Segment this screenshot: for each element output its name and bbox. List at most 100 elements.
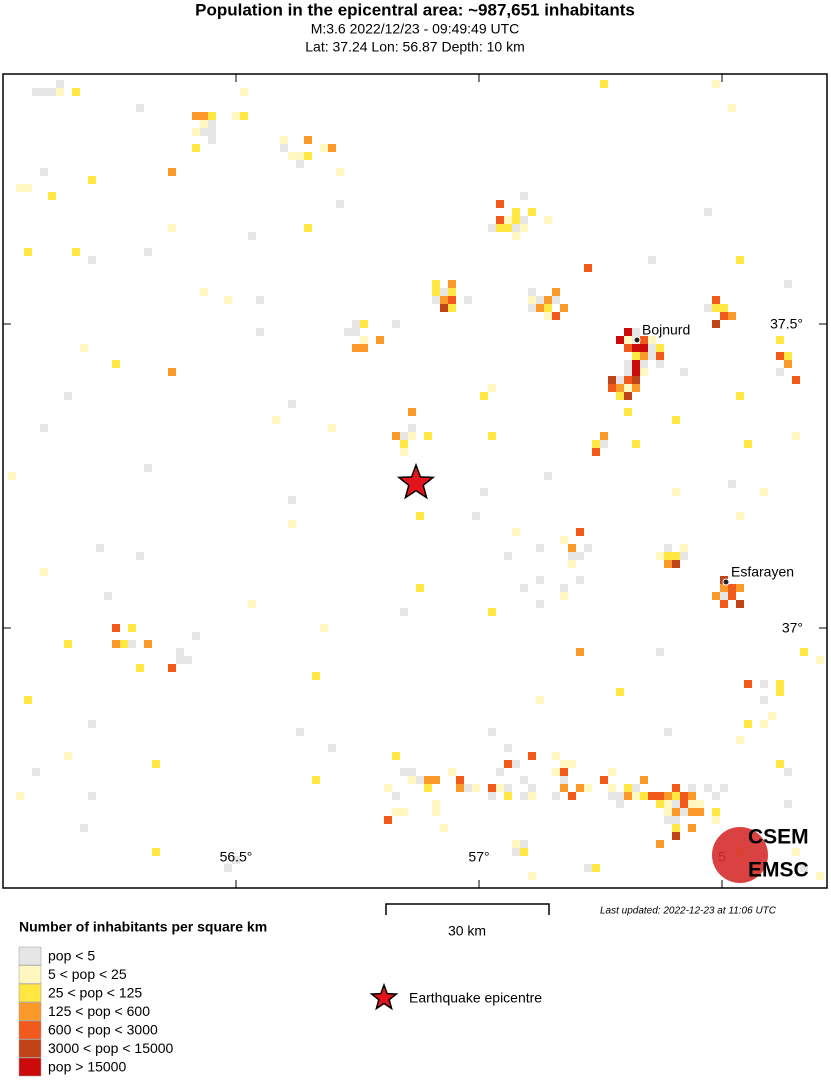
pop-cell bbox=[80, 344, 88, 352]
pop-cell bbox=[512, 224, 520, 232]
pop-cell bbox=[440, 296, 448, 304]
pop-cell bbox=[432, 800, 440, 808]
pop-cell bbox=[600, 440, 608, 448]
pop-cell bbox=[576, 552, 584, 560]
pop-cell bbox=[664, 808, 672, 816]
pop-cell bbox=[496, 200, 504, 208]
pop-cell bbox=[352, 320, 360, 328]
legend-swatch bbox=[18, 1039, 42, 1058]
pop-cell bbox=[784, 800, 792, 808]
pop-cell bbox=[504, 784, 512, 792]
pop-cell bbox=[40, 168, 48, 176]
pop-cell bbox=[744, 720, 752, 728]
pop-cell bbox=[144, 640, 152, 648]
pop-cell bbox=[728, 592, 736, 600]
pop-cell bbox=[320, 144, 328, 152]
pop-cell bbox=[528, 304, 536, 312]
pop-cell bbox=[80, 824, 88, 832]
pop-cell bbox=[328, 144, 336, 152]
pop-cell bbox=[568, 560, 576, 568]
pop-cell bbox=[416, 512, 424, 520]
pop-cell bbox=[576, 648, 584, 656]
scale-bar bbox=[385, 903, 550, 915]
pop-cell bbox=[448, 768, 456, 776]
pop-cell bbox=[576, 528, 584, 536]
pop-cell bbox=[40, 88, 48, 96]
pop-cell bbox=[776, 688, 784, 696]
pop-cell bbox=[168, 368, 176, 376]
legend-title: Number of inhabitants per square km bbox=[19, 919, 267, 935]
pop-cell bbox=[200, 120, 208, 128]
pop-cell bbox=[544, 296, 552, 304]
pop-cell bbox=[464, 296, 472, 304]
pop-cell bbox=[640, 352, 648, 360]
legend-label: 3000 < pop < 15000 bbox=[48, 1040, 174, 1056]
pop-cell bbox=[656, 792, 664, 800]
pop-cell bbox=[720, 304, 728, 312]
pop-cell bbox=[504, 224, 512, 232]
pop-cell bbox=[400, 440, 408, 448]
pop-cell bbox=[776, 352, 784, 360]
pop-cell bbox=[680, 792, 688, 800]
pop-cell bbox=[672, 488, 680, 496]
pop-cell bbox=[760, 488, 768, 496]
pop-cell bbox=[488, 608, 496, 616]
pop-cell bbox=[616, 800, 624, 808]
pop-cell bbox=[560, 784, 568, 792]
pop-cell bbox=[672, 800, 680, 808]
pop-cell bbox=[552, 792, 560, 800]
pop-cell bbox=[456, 776, 464, 784]
pop-cell bbox=[632, 368, 640, 376]
pop-cell bbox=[784, 768, 792, 776]
pop-cell bbox=[480, 488, 488, 496]
pop-cell bbox=[648, 256, 656, 264]
pop-cell bbox=[144, 248, 152, 256]
pop-cell bbox=[528, 288, 536, 296]
pop-cell bbox=[440, 288, 448, 296]
pop-cell bbox=[440, 304, 448, 312]
pop-cell bbox=[520, 192, 528, 200]
pop-cell bbox=[48, 192, 56, 200]
legend-label: 600 < pop < 3000 bbox=[48, 1022, 158, 1038]
pop-cell bbox=[440, 824, 448, 832]
pop-cell bbox=[296, 152, 304, 160]
pop-cell bbox=[464, 784, 472, 792]
pop-cell bbox=[624, 792, 632, 800]
pop-cell bbox=[496, 216, 504, 224]
pop-cell bbox=[392, 320, 400, 328]
pop-cell bbox=[776, 680, 784, 688]
pop-cell bbox=[552, 296, 560, 304]
pop-cell bbox=[696, 808, 704, 816]
pop-cell bbox=[624, 360, 632, 368]
pop-cell bbox=[432, 776, 440, 784]
pop-cell bbox=[168, 168, 176, 176]
pop-cell bbox=[816, 872, 824, 880]
pop-cell bbox=[536, 544, 544, 552]
pop-cell bbox=[512, 232, 520, 240]
pop-cell bbox=[400, 608, 408, 616]
pop-cell bbox=[472, 512, 480, 520]
pop-cell bbox=[408, 432, 416, 440]
pop-cell bbox=[496, 224, 504, 232]
pop-cell bbox=[664, 560, 672, 568]
pop-cell bbox=[128, 640, 136, 648]
pop-cell bbox=[16, 184, 24, 192]
population-grid bbox=[8, 80, 824, 880]
pop-cell bbox=[608, 384, 616, 392]
pop-cell bbox=[624, 328, 632, 336]
pop-cell bbox=[608, 768, 616, 776]
pop-cell bbox=[640, 792, 648, 800]
pop-cell bbox=[288, 400, 296, 408]
pop-cell bbox=[232, 856, 240, 864]
pop-cell bbox=[248, 600, 256, 608]
pop-cell bbox=[416, 584, 424, 592]
pop-cell bbox=[480, 392, 488, 400]
pop-cell bbox=[640, 344, 648, 352]
pop-cell bbox=[648, 336, 656, 344]
pop-cell bbox=[664, 816, 672, 824]
pop-cell bbox=[304, 136, 312, 144]
pop-cell bbox=[432, 808, 440, 816]
pop-cell bbox=[736, 512, 744, 520]
pop-cell bbox=[744, 440, 752, 448]
